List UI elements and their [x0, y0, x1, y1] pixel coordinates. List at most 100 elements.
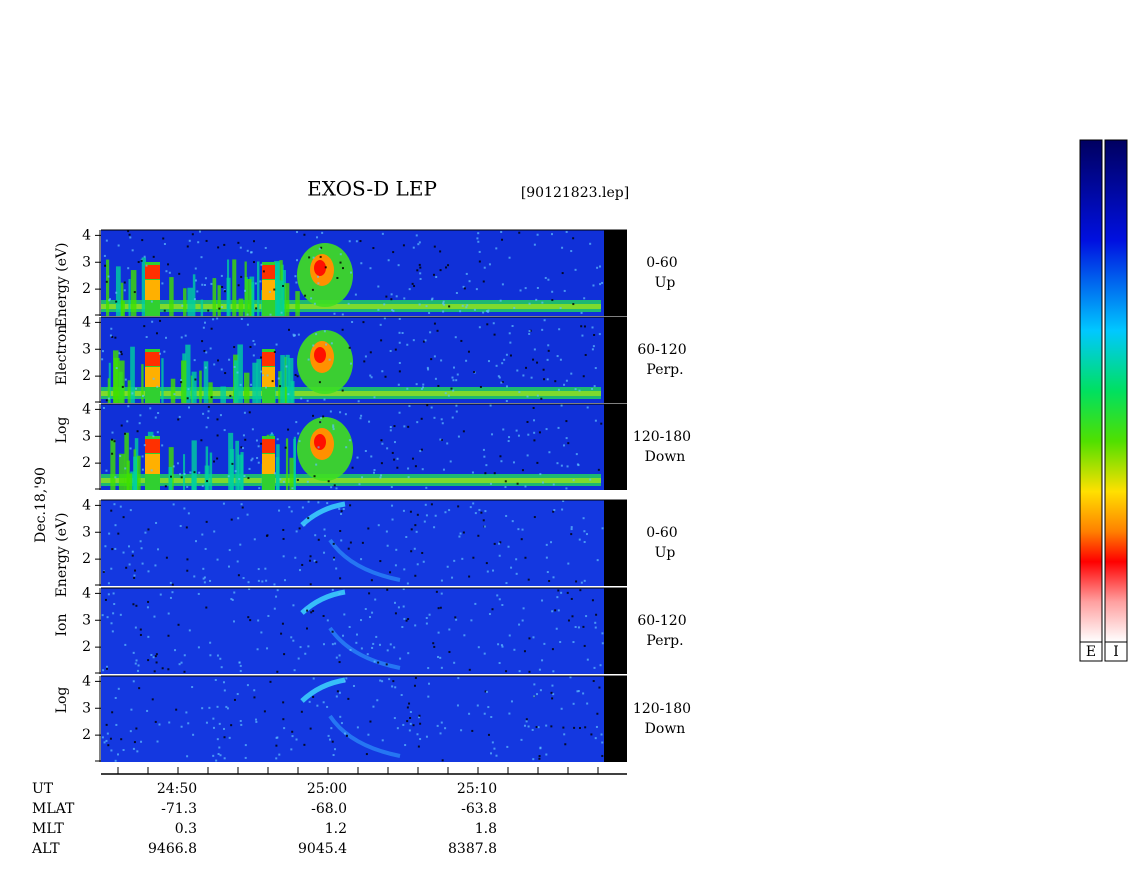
- speckle: [585, 615, 588, 618]
- speckle: [178, 272, 181, 275]
- speckle: [418, 263, 421, 266]
- speckle: [436, 724, 439, 727]
- speckle: [318, 381, 321, 384]
- speckle: [316, 236, 319, 239]
- speckle: [212, 460, 215, 463]
- speckle: [290, 636, 293, 639]
- speckle: [306, 399, 309, 402]
- speckle: [122, 551, 125, 554]
- speckle: [112, 612, 115, 615]
- speckle: [498, 376, 501, 379]
- speckle: [310, 297, 313, 300]
- speckle: [188, 629, 191, 632]
- no-data-strip: [604, 317, 627, 403]
- speckle: [244, 744, 247, 747]
- speckle: [389, 571, 392, 574]
- speckle: [537, 726, 540, 729]
- speckle: [518, 623, 521, 626]
- speckle: [131, 550, 134, 553]
- speckle: [127, 545, 130, 548]
- speckle: [333, 558, 336, 561]
- spectrogram-feature: [256, 261, 260, 316]
- speckle: [601, 527, 604, 530]
- speckle: [115, 723, 118, 726]
- speckle: [320, 417, 323, 420]
- speckle: [265, 386, 268, 389]
- speckle: [240, 275, 243, 278]
- speckle: [297, 432, 300, 435]
- speckle: [107, 397, 110, 400]
- speckle: [541, 481, 544, 484]
- speckle: [593, 333, 596, 336]
- orbit-row-name: MLT: [32, 821, 64, 837]
- spectrogram-feature: [278, 280, 284, 316]
- speckle: [315, 333, 318, 336]
- speckle: [402, 244, 405, 247]
- speckle: [433, 245, 436, 248]
- speckle: [255, 307, 258, 310]
- speckle: [256, 648, 259, 651]
- speckle: [107, 593, 110, 596]
- speckle: [439, 606, 442, 609]
- speckle: [200, 439, 203, 442]
- speckle: [334, 748, 337, 751]
- speckle: [540, 397, 543, 400]
- speckle: [240, 503, 243, 506]
- speckle: [395, 548, 398, 551]
- speckle: [408, 729, 411, 732]
- spectrogram-feature: [295, 291, 300, 316]
- speckle: [533, 243, 536, 246]
- speckle: [339, 253, 342, 256]
- speckle: [303, 743, 306, 746]
- speckle: [468, 575, 471, 578]
- speckle: [538, 668, 541, 671]
- speckle: [180, 476, 183, 479]
- speckle: [391, 504, 394, 507]
- speckle: [298, 527, 301, 530]
- speckle: [105, 280, 108, 283]
- speckle: [542, 378, 545, 381]
- speckle: [428, 682, 431, 685]
- angle-label: 120-180: [633, 429, 691, 445]
- speckle: [598, 686, 601, 689]
- speckle: [545, 428, 548, 431]
- speckle: [122, 749, 125, 752]
- speckle: [535, 298, 538, 301]
- speckle: [437, 631, 440, 634]
- speckle: [489, 404, 492, 407]
- speckle: [583, 644, 586, 647]
- speckle: [489, 482, 492, 485]
- speckle: [132, 747, 135, 750]
- speckle: [114, 336, 117, 339]
- speckle: [471, 471, 474, 474]
- speckle: [379, 679, 382, 682]
- speckle: [203, 576, 206, 579]
- y-tick-label: 2: [82, 368, 91, 384]
- speckle: [419, 722, 422, 725]
- speckle: [584, 353, 587, 356]
- speckle: [388, 678, 391, 681]
- speckle: [333, 484, 336, 487]
- speckle: [564, 743, 567, 746]
- speckle: [105, 399, 108, 402]
- speckle: [280, 311, 283, 314]
- speckle: [283, 653, 286, 656]
- speckle: [304, 608, 307, 611]
- speckle: [570, 526, 573, 529]
- spectrogram-feature: [244, 261, 247, 316]
- speckle: [304, 652, 307, 655]
- speckle: [483, 455, 486, 458]
- speckle: [365, 753, 368, 756]
- speckle: [339, 715, 342, 718]
- speckle: [453, 559, 456, 562]
- speckle: [380, 439, 383, 442]
- y-tick-label: 4: [82, 227, 91, 243]
- speckle: [600, 422, 603, 425]
- spectrogram-band: [101, 391, 601, 396]
- speckle: [108, 532, 111, 535]
- speckle: [105, 723, 108, 726]
- speckle: [523, 650, 526, 653]
- speckle: [476, 237, 479, 240]
- speckle: [448, 305, 451, 308]
- speckle: [561, 272, 564, 275]
